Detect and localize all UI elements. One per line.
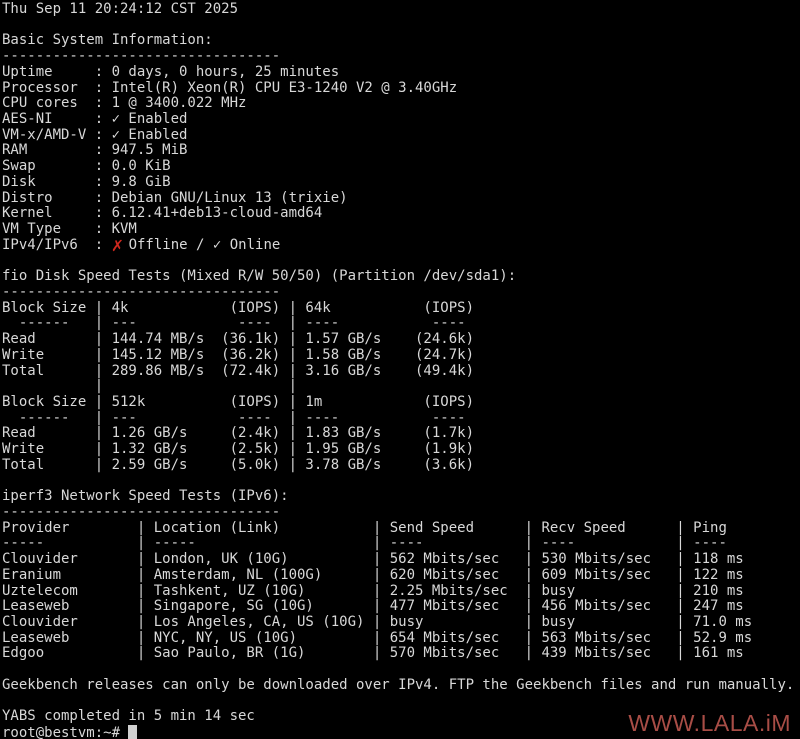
fio-row: Total | 2.59 GB/s (5.0k) | 3.78 GB/s (3.… [2, 456, 475, 473]
offline-cross-icon: ✗ [111, 233, 124, 256]
iperf-row: Leaseweb | NYC, NY, US (10G) | 654 Mbits… [2, 629, 753, 646]
info-field-line: VM-x/AMD-V : ✓ Enabled [2, 126, 188, 143]
info-field-line: Kernel : 6.12.41+deb13-cloud-amd64 [2, 205, 323, 222]
fio-row: Read | 144.74 MB/s (36.1k) | 1.57 GB/s (… [2, 331, 475, 348]
iperf-row: ----- | ----- | ---- | ---- | ---- [2, 535, 727, 552]
fio-row: ------ | --- ---- | ---- ---- [2, 315, 466, 332]
terminal-cursor[interactable] [128, 725, 137, 739]
iperf-row: Leaseweb | Singapore, SG (10G) | 477 Mbi… [2, 598, 744, 615]
info-field-line: Disk : 9.8 GiB [2, 173, 171, 190]
datetime-line: Thu Sep 11 20:24:12 CST 2025 [2, 1, 239, 17]
fio-table-1: Block Size | 4k (IOPS) | 64k (IOPS) ----… [2, 299, 800, 380]
info-field-line: VM Type : KVM [2, 221, 137, 238]
iperf-row: Clouvider | Los Angeles, CA, US (10G) | … [2, 614, 753, 631]
blank-line [2, 474, 800, 490]
fio-title: fio Disk Speed Tests (Mixed R/W 50/50) (… [2, 268, 517, 285]
ipv4-ipv6-label: IPv4/IPv6 : [2, 236, 112, 253]
fio-row: ------ | --- ---- | ---- ---- [2, 409, 466, 426]
fio-row: Block Size | 4k (IOPS) | 64k (IOPS) [2, 299, 475, 316]
basic-info-title: Basic System Information: [2, 32, 213, 49]
info-field-line: Distro : Debian GNU/Linux 13 (trixie) [2, 189, 348, 206]
iperf-row: Clouvider | London, UK (10G) | 562 Mbits… [2, 551, 744, 568]
fio-row: Write | 1.32 GB/s (2.5k) | 1.95 GB/s (1.… [2, 441, 475, 458]
iperf-row: Uztelecom | Tashkent, UZ (10G) | 2.25 Mb… [2, 582, 744, 599]
blank-line [2, 694, 800, 710]
fio-table-2: Block Size | 512k (IOPS) | 1m (IOPS) ---… [2, 393, 800, 474]
fio-row: Write | 145.12 MB/s (36.2k) | 1.58 GB/s … [2, 346, 475, 363]
fio-row: Block Size | 512k (IOPS) | 1m (IOPS) [2, 393, 475, 410]
iperf-row: Edgoo | Sao Paulo, BR (1G) | 570 Mbits/s… [2, 645, 744, 662]
info-field-line: AES-NI : ✓ Enabled [2, 111, 188, 128]
yabs-completed-line: YABS completed in 5 min 14 sec [2, 708, 255, 725]
watermark: WWW.LALA.iM [628, 710, 791, 736]
info-field-line: Processor : Intel(R) Xeon(R) CPU E3-1240… [2, 79, 458, 96]
iperf-row: Eranium | Amsterdam, NL (100G) | 620 Mbi… [2, 566, 744, 583]
basic-info-fields: Uptime : 0 days, 0 hours, 25 minutes Proc… [2, 63, 800, 238]
basic-info-separator: --------------------------------- [2, 48, 281, 65]
fio-row: Read | 1.26 GB/s (2.4k) | 1.83 GB/s (1.7… [2, 425, 475, 442]
fio-row: Total | 289.86 MB/s (72.4k) | 3.16 GB/s … [2, 362, 475, 379]
ipv4-ipv6-status: Offline / ✓ Online [128, 236, 281, 253]
info-field-line: CPU cores : 1 @ 3400.022 MHz [2, 95, 247, 112]
blank-line [2, 254, 800, 270]
ipv4-ipv6-line: IPv4/IPv6 : ✗ Offline / ✓ Online [2, 233, 800, 256]
geekbench-note: Geekbench releases can only be downloade… [2, 676, 795, 693]
fio-separator: --------------------------------- [2, 283, 281, 300]
shell-prompt: root@bestvm:~# [2, 725, 121, 739]
iperf-table: Provider | Location (Link) | Send Speed … [2, 519, 800, 662]
iperf-row: Provider | Location (Link) | Send Speed … [2, 519, 727, 536]
blank-line [2, 662, 800, 678]
prompt-line[interactable]: root@bestvm:~# [2, 725, 800, 739]
blank-line [2, 18, 800, 34]
info-field-line: Swap : 0.0 KiB [2, 158, 171, 175]
info-field-line: RAM : 947.5 MiB [2, 142, 188, 159]
iperf-title: iperf3 Network Speed Tests (IPv6): [2, 488, 289, 505]
iperf-separator: --------------------------------- [2, 504, 281, 520]
fio-between-line: | | [2, 378, 306, 395]
info-field-line: Uptime : 0 days, 0 hours, 25 minutes [2, 63, 340, 80]
